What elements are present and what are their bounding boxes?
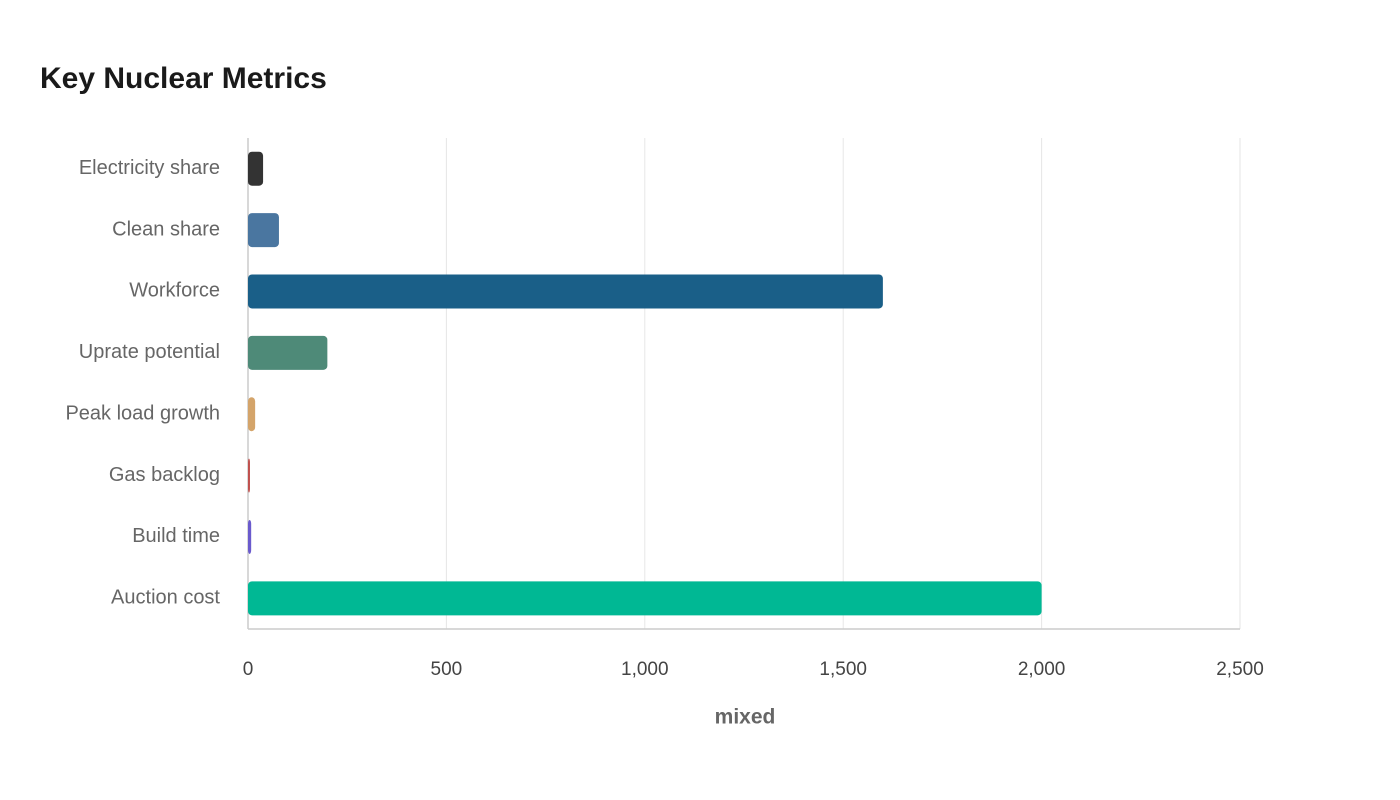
bar	[248, 151, 264, 186]
y-tick-label: Build time	[132, 525, 220, 547]
bar	[248, 458, 250, 493]
x-tick-label: 1,500	[819, 659, 867, 680]
x-tick-label: 1,000	[621, 659, 669, 680]
bar	[248, 213, 279, 248]
y-tick-label: Workforce	[129, 280, 220, 302]
y-tick-label: Peak load growth	[65, 402, 220, 424]
y-tick-label: Electricity share	[79, 157, 220, 179]
x-tick-label: 2,000	[1018, 659, 1066, 680]
y-tick-label: Gas backlog	[109, 464, 220, 486]
chart-title: Key Nuclear Metrics	[40, 62, 327, 95]
bar	[248, 335, 328, 370]
bar	[248, 519, 252, 554]
x-axis-label: mixed	[715, 706, 776, 729]
bar	[248, 397, 256, 432]
y-tick-label: Clean share	[112, 218, 220, 240]
x-tick-label: 500	[431, 659, 463, 680]
x-tick-label: 0	[243, 659, 254, 680]
x-tick-label: 2,500	[1216, 659, 1264, 680]
y-tick-label: Auction cost	[111, 587, 220, 609]
bar	[248, 274, 883, 309]
y-tick-label: Uprate potential	[79, 341, 220, 363]
bar	[248, 581, 1042, 616]
